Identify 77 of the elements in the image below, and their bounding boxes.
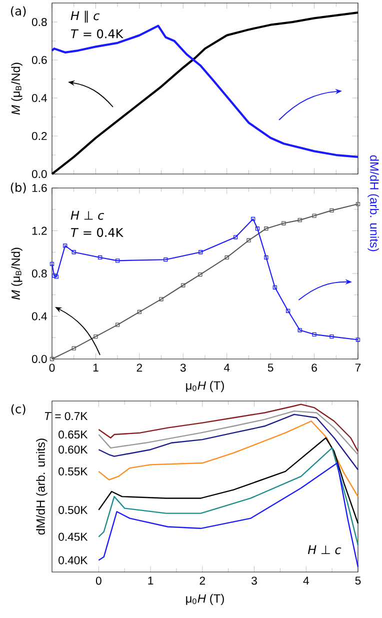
point	[312, 332, 316, 336]
x-tick-label: 4	[303, 576, 309, 584]
series-label: 0.45K	[58, 532, 88, 541]
y-tick-label: 0.2	[32, 132, 47, 140]
x-tick-label: 2	[136, 364, 142, 372]
point	[164, 258, 168, 262]
series-label: 0.40K	[58, 556, 88, 564]
y-tick-label: 0.4	[32, 94, 47, 102]
point	[52, 274, 56, 278]
annotation: H ∥ c	[70, 10, 100, 23]
point	[72, 250, 76, 254]
y-tick-label: 0.0	[32, 170, 47, 178]
y-axis-title: M (μ$_{B}$/Nd)	[11, 62, 22, 115]
point	[282, 221, 286, 226]
point	[298, 328, 302, 332]
point	[251, 216, 256, 222]
point	[72, 346, 76, 350]
y-axis-title: M (μ$_{B}$/Nd)	[11, 248, 22, 300]
y-tick-label: 1.2	[32, 226, 47, 235]
line-series	[50, 24, 360, 158]
series-label: 0.60K	[58, 446, 88, 454]
point	[98, 255, 102, 260]
text: (b)	[10, 182, 26, 194]
text: (c)	[11, 404, 26, 415]
x-tick-label: 7	[355, 364, 361, 372]
x-tick-label: 0	[49, 364, 55, 372]
series-label: 0.50K	[58, 506, 88, 514]
series-label: T = 0.7K	[44, 412, 88, 420]
x-tick-label: 4	[224, 364, 230, 372]
point	[286, 308, 290, 313]
point	[116, 258, 120, 263]
y-tick-label: 0.6	[32, 56, 47, 64]
x-tick-label: 1	[148, 576, 154, 584]
point	[198, 250, 203, 254]
annotation: T = 0.4K	[71, 228, 124, 237]
x-axis-title: μ$_{0}$H (T)	[186, 594, 224, 606]
point	[264, 226, 268, 231]
y-tick-label: 0.0	[32, 354, 47, 363]
point	[234, 235, 238, 240]
x-tick-label: 5	[268, 364, 274, 372]
y2-axis-title: dM/dH (arb. units)	[368, 155, 379, 252]
point	[181, 283, 186, 288]
point	[137, 310, 142, 314]
point	[94, 334, 98, 339]
point	[272, 285, 277, 290]
x-tick-label: 0	[96, 576, 102, 585]
point	[54, 274, 58, 279]
point	[116, 322, 120, 327]
point	[255, 226, 260, 231]
x-tick-label: 3	[180, 364, 186, 372]
x-tick-label: 2	[200, 576, 205, 585]
point	[63, 244, 68, 248]
series-label: 0.65K	[58, 430, 88, 439]
x-axis-title: μ$_{0}$H (T)	[186, 380, 224, 392]
x-tick-label: 5	[355, 576, 361, 585]
point	[224, 255, 229, 260]
y-tick-label: 0.4	[32, 312, 47, 320]
series-label: 0.55K	[58, 467, 88, 476]
annotation: H ⊥ c	[308, 545, 342, 554]
y-tick-label: 1.6	[32, 184, 47, 192]
y-tick-label: 0.8	[32, 269, 47, 278]
y-axis-title: dM/dH (arb. units)	[36, 438, 48, 535]
y-tick-label: 0.8	[32, 18, 47, 26]
x-tick-label: 1	[93, 364, 98, 372]
point	[312, 214, 316, 218]
annotation: H ⊥ c	[70, 210, 104, 220]
point	[330, 208, 334, 213]
text: (a)	[11, 6, 26, 17]
point	[298, 218, 302, 222]
point	[264, 255, 268, 260]
x-tick-label: 3	[252, 576, 257, 585]
point	[159, 297, 164, 302]
annotation: T = 0.4K	[71, 29, 124, 38]
point	[198, 272, 202, 277]
point	[246, 238, 251, 242]
x-tick-label: 6	[312, 364, 317, 372]
point	[330, 334, 334, 339]
